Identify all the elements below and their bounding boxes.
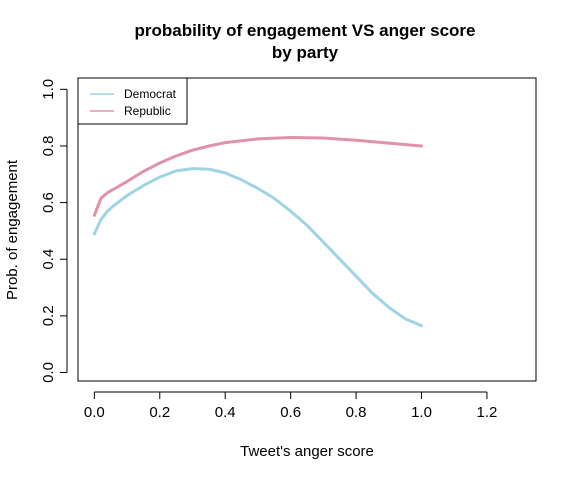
y-tick-label: 0.6 [40, 192, 57, 213]
y-axis-title: Prob. of engagement [4, 159, 21, 300]
y-tick-label: 0.2 [40, 305, 57, 326]
x-tick-label: 0.8 [346, 404, 367, 421]
x-tick-label: 1.2 [476, 404, 497, 421]
x-tick-label: 1.0 [411, 404, 432, 421]
y-tick-label: 1.0 [40, 79, 57, 100]
x-axis: 0.0 0.2 0.4 0.6 0.8 1.0 1.2 [84, 391, 497, 421]
x-tick-label: 0.0 [84, 404, 105, 421]
x-axis-title: Tweet's anger score [240, 443, 374, 460]
y-tick-label: 0.8 [40, 136, 57, 157]
y-axis: 0.0 0.2 0.4 0.6 0.8 1.0 [40, 79, 68, 383]
legend: Democrat Republic [77, 77, 188, 125]
legend-box [77, 77, 188, 125]
legend-label-republic: Republic [124, 104, 171, 118]
series-lines [92, 136, 423, 328]
legend-label-democrat: Democrat [124, 87, 177, 101]
series-line-democrat [92, 167, 423, 328]
x-tick-label: 0.4 [215, 404, 236, 421]
x-tick-label: 0.2 [149, 404, 170, 421]
plot-frame [77, 77, 537, 382]
x-tick-label: 0.6 [280, 404, 301, 421]
chart-title-line2: by party [272, 43, 339, 62]
series-line-republic [92, 136, 423, 217]
y-tick-label: 0.4 [40, 249, 57, 270]
chart-title-line1: probability of engagement VS anger score [134, 21, 475, 40]
y-tick-label: 0.0 [40, 362, 57, 383]
